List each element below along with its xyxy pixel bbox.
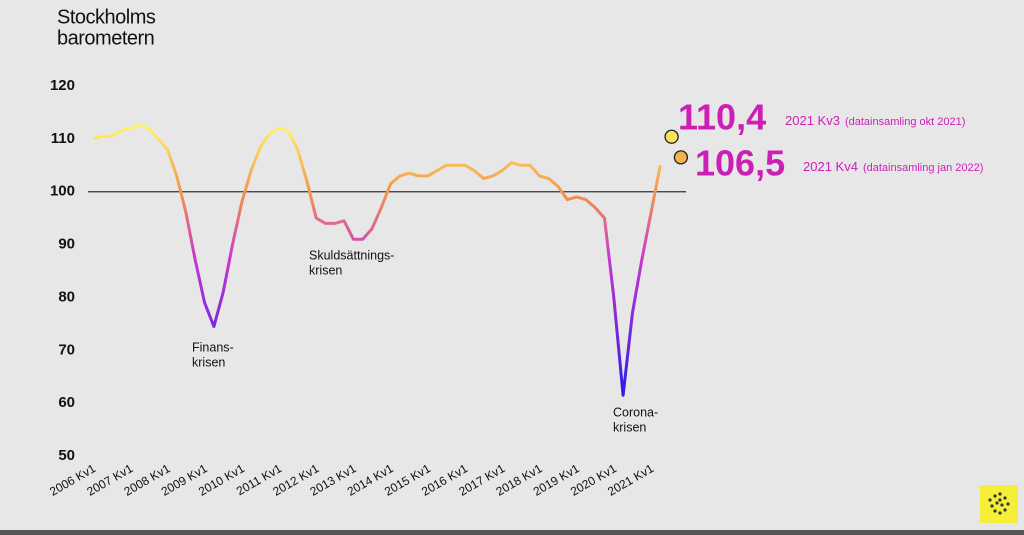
highlight-value: 106,5 [695, 143, 785, 184]
annotation: krisen [192, 355, 225, 369]
y-tick-label: 60 [58, 394, 75, 411]
y-tick-label: 70 [58, 341, 75, 358]
title: Stockholms [57, 6, 156, 28]
highlight-period: 2021 Kv4 (datainsamling jan 2022) [803, 159, 983, 174]
y-tick-label: 90 [58, 236, 75, 253]
y-tick-label: 80 [58, 288, 75, 305]
title: barometern [57, 27, 154, 49]
annotation: Corona- [613, 405, 658, 419]
note: (datainsamling okt 2021) [845, 116, 965, 128]
period: 2021 Kv4 [803, 159, 858, 174]
highlight-point [673, 150, 689, 165]
annotation: Skuldsättnings- [309, 248, 394, 262]
y-tick-label: 50 [58, 447, 75, 464]
y-tick-label: 110 [51, 130, 75, 147]
highlight-point [664, 129, 679, 144]
logo [980, 485, 1018, 523]
line [92, 124, 662, 397]
annotation: krisen [613, 420, 646, 434]
y-tick-label: 120 [50, 77, 75, 94]
annotation: Finans- [192, 340, 234, 354]
highlight-period: 2021 Kv3 (datainsamling okt 2021) [785, 113, 965, 128]
period: 2021 Kv3 [785, 113, 840, 128]
note: (datainsamling jan 2022) [863, 162, 983, 174]
y-tick-label: 100 [50, 183, 75, 200]
highlight-value: 110,4 [678, 97, 766, 138]
bottom-bar [0, 530, 1024, 535]
annotation: krisen [309, 263, 342, 277]
